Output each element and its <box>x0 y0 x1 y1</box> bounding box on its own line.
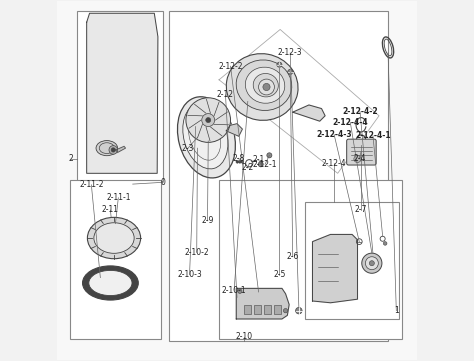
FancyBboxPatch shape <box>346 139 376 165</box>
Ellipse shape <box>96 140 118 156</box>
Circle shape <box>283 309 288 313</box>
Text: 2-2: 2-2 <box>242 164 254 173</box>
Circle shape <box>362 253 382 273</box>
Text: 2-12-1: 2-12-1 <box>253 160 277 169</box>
Text: 2: 2 <box>68 155 73 164</box>
Circle shape <box>277 62 282 67</box>
Circle shape <box>288 69 293 74</box>
Text: 2-9: 2-9 <box>201 216 214 225</box>
Text: 2-10-2: 2-10-2 <box>184 248 209 257</box>
Text: 0: 0 <box>161 178 166 187</box>
Circle shape <box>259 79 274 95</box>
Circle shape <box>202 114 215 127</box>
Text: 2-11: 2-11 <box>102 205 119 214</box>
Circle shape <box>383 242 387 245</box>
Ellipse shape <box>177 97 236 178</box>
Circle shape <box>238 160 241 163</box>
Bar <box>77 12 163 180</box>
Text: 2-3: 2-3 <box>181 144 193 153</box>
Text: 2-12-4-4: 2-12-4-4 <box>332 118 368 127</box>
Text: 2-10: 2-10 <box>236 332 253 342</box>
Text: 2-10-3: 2-10-3 <box>177 270 202 279</box>
Polygon shape <box>87 13 158 173</box>
Bar <box>219 180 402 339</box>
Polygon shape <box>116 146 126 152</box>
Circle shape <box>236 160 239 163</box>
Bar <box>305 202 399 319</box>
Circle shape <box>206 118 211 123</box>
Circle shape <box>263 83 270 91</box>
Circle shape <box>258 162 263 167</box>
Ellipse shape <box>89 270 132 296</box>
Text: 2-11-2: 2-11-2 <box>79 180 104 189</box>
Text: 2-4: 2-4 <box>353 155 365 164</box>
Ellipse shape <box>87 217 141 259</box>
Text: 2-10-1: 2-10-1 <box>222 286 246 295</box>
Text: 2-1: 2-1 <box>253 155 264 164</box>
Circle shape <box>365 257 378 270</box>
Bar <box>70 180 162 339</box>
Circle shape <box>267 153 272 158</box>
Bar <box>254 305 261 314</box>
Bar <box>169 12 388 340</box>
Text: 2-12-3: 2-12-3 <box>278 48 302 57</box>
Circle shape <box>354 155 361 162</box>
Ellipse shape <box>94 223 134 253</box>
Ellipse shape <box>253 74 278 97</box>
Text: 2-11-1: 2-11-1 <box>106 193 130 202</box>
Text: 2-12-4: 2-12-4 <box>322 159 346 168</box>
Text: 2-8: 2-8 <box>233 154 245 163</box>
Text: 1: 1 <box>394 306 399 315</box>
Ellipse shape <box>82 266 138 300</box>
Text: 2-7: 2-7 <box>355 205 367 214</box>
Text: 2-12-2: 2-12-2 <box>218 62 243 71</box>
Circle shape <box>109 145 118 154</box>
Ellipse shape <box>183 104 228 169</box>
Circle shape <box>111 148 116 152</box>
Bar <box>264 305 271 314</box>
Circle shape <box>369 261 374 266</box>
Text: 2-5: 2-5 <box>273 270 286 279</box>
Bar <box>244 305 251 314</box>
Polygon shape <box>312 234 357 303</box>
Circle shape <box>186 98 230 142</box>
Polygon shape <box>226 124 242 136</box>
Text: 2-12: 2-12 <box>217 90 234 99</box>
Text: 2-6: 2-6 <box>287 252 299 261</box>
Ellipse shape <box>236 60 292 110</box>
Circle shape <box>238 289 242 293</box>
Polygon shape <box>293 105 325 121</box>
Text: 2-12-4-2: 2-12-4-2 <box>342 107 378 116</box>
Circle shape <box>296 308 302 314</box>
Ellipse shape <box>226 54 298 120</box>
Polygon shape <box>236 288 289 319</box>
Ellipse shape <box>246 67 285 103</box>
Text: 2-12-4-1: 2-12-4-1 <box>355 131 391 140</box>
Circle shape <box>241 160 244 163</box>
Text: 2-12-4-3: 2-12-4-3 <box>316 130 352 139</box>
Bar <box>274 305 281 314</box>
